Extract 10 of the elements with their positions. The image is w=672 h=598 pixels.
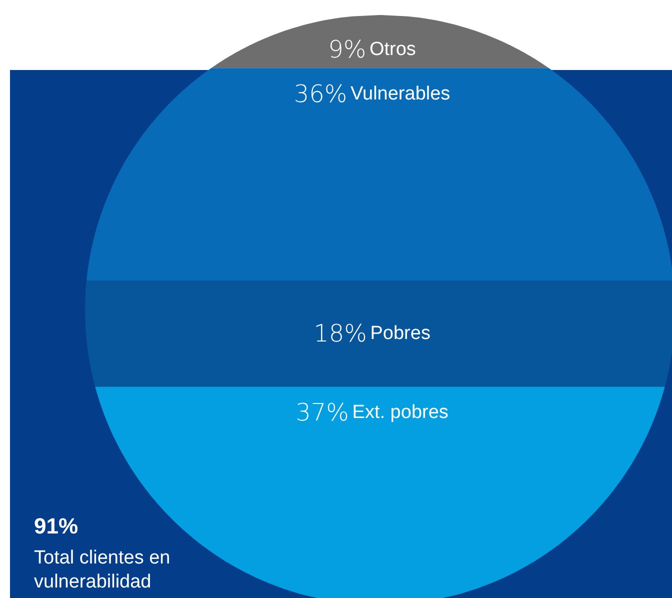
- category-label: Vulnerables: [350, 84, 450, 105]
- data-label: 18%: [314, 320, 367, 348]
- text: 91%: [34, 514, 78, 538]
- category-label: Ext. pobres: [352, 402, 448, 424]
- category-label: Otros: [369, 39, 416, 60]
- data-label: 9%: [328, 36, 366, 64]
- category-label: Pobres: [370, 323, 430, 344]
- text: Total clientes en vulnerabilidad: [34, 548, 176, 592]
- data-label: 37%: [296, 398, 349, 427]
- data-label: 36%: [294, 80, 348, 108]
